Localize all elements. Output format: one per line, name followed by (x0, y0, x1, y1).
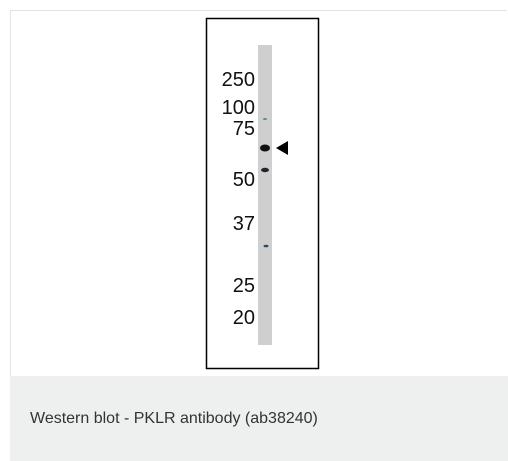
marker-label: 20 (233, 307, 255, 329)
caption: Western blot - PKLR antibody (ab38240) (30, 410, 318, 428)
caption-area: Western blot - PKLR antibody (ab38240) (10, 376, 508, 461)
blot-figure: 250 100 75 50 37 25 20 (0, 0, 508, 376)
band (263, 118, 267, 120)
marker-label: 50 (233, 169, 255, 191)
marker-label: 100 (222, 97, 255, 119)
band (260, 145, 270, 152)
page: {"figure": {"markers": ["250", "100", "7… (0, 0, 508, 461)
band (261, 168, 269, 172)
marker-label: 37 (233, 213, 255, 235)
lane (258, 45, 272, 345)
marker-label: 75 (233, 118, 255, 140)
band (264, 245, 269, 248)
marker-label: 25 (233, 275, 255, 297)
marker-label: 250 (222, 69, 255, 91)
